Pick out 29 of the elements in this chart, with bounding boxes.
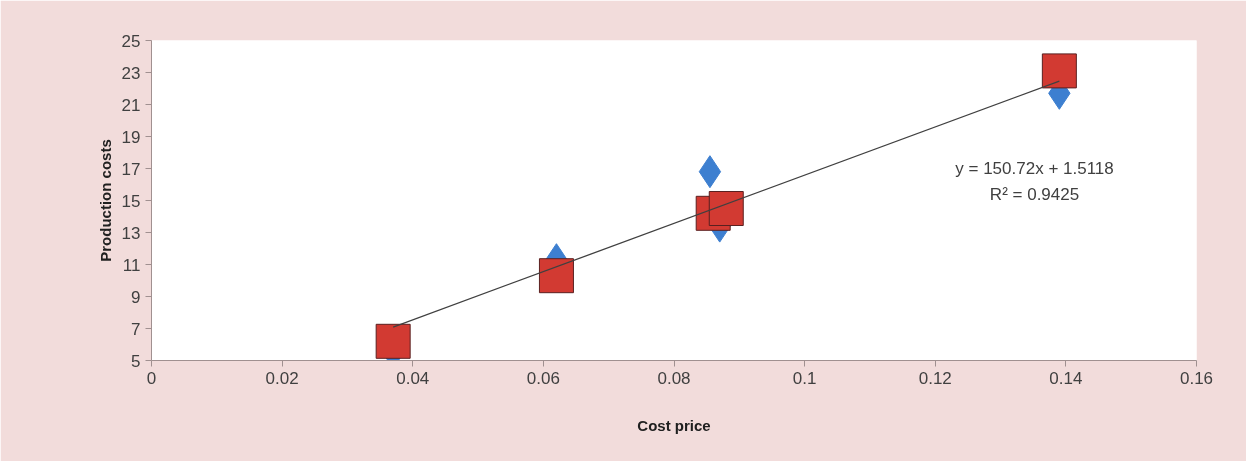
point [698, 155, 722, 189]
y-tick-label: 5 [131, 351, 141, 371]
x-tick-label: 0.02 [265, 368, 299, 388]
annotation: y = 150.72x + 1.5118 [955, 159, 1114, 179]
point [375, 323, 411, 359]
y-tick-label: 11 [122, 255, 141, 275]
y-tick-label: 17 [121, 159, 141, 179]
x-tick-label: 0 [146, 368, 157, 388]
x-tick-label: 0.08 [657, 368, 691, 388]
point [708, 191, 744, 226]
point [1041, 53, 1077, 89]
point [538, 258, 574, 294]
x-tick-label: 0.1 [792, 368, 817, 388]
y-tick-label: 13 [121, 223, 141, 243]
y-tick-label: 19 [121, 127, 141, 147]
x-tick-label: 0.06 [526, 368, 560, 388]
y-tick-label: 25 [121, 31, 141, 51]
x-tick-label: 0.14 [1049, 368, 1083, 388]
y-tick-label: 21 [121, 95, 141, 115]
y-tick-label: 7 [131, 319, 141, 339]
y-tick-label: 23 [121, 63, 141, 83]
y-tick-label: 15 [121, 191, 141, 211]
y-tick-label: 9 [131, 287, 141, 307]
x-tick-label: 0.16 [1179, 368, 1214, 388]
x-tick-label: 0.12 [918, 368, 952, 388]
x-tick-label: 0.04 [396, 368, 430, 388]
annotation: R² = 0.9425 [989, 184, 1080, 204]
y-axis-title: Production costs [96, 139, 114, 262]
x-axis-title: Cost price [637, 416, 711, 434]
